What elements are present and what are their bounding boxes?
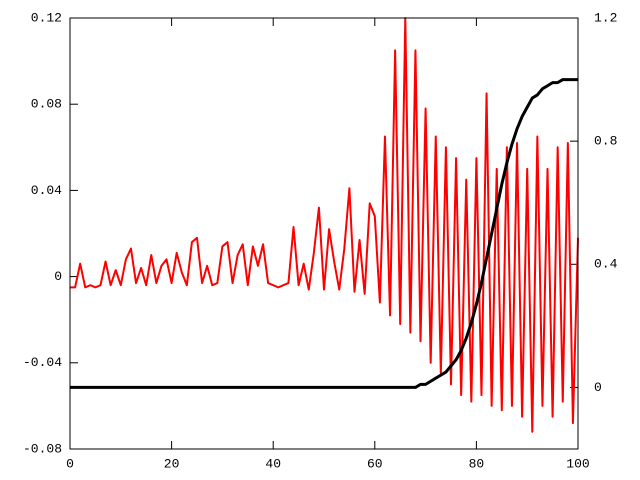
x-tick-label: 0 (66, 456, 74, 471)
x-tick-label: 80 (469, 456, 485, 471)
data-line (70, 17, 579, 433)
y-tick-label: 0.12 (31, 10, 62, 25)
y2-tick-label: 0.4 (594, 257, 618, 272)
x-tick-label: 20 (164, 456, 180, 471)
y-tick-label: 0.04 (31, 183, 62, 198)
y2-tick-label: 0.8 (594, 134, 617, 149)
x-tick-label: 60 (367, 456, 383, 471)
y2-tick-label: 0 (594, 380, 602, 395)
x-tick-label: 40 (265, 456, 281, 471)
y-tick-label: -0.04 (23, 355, 62, 370)
y2-tick-label: 1.2 (594, 10, 617, 25)
x-tick-label: 100 (566, 456, 589, 471)
plot-frame (69, 17, 579, 450)
data-line (70, 78, 578, 389)
y-tick-label: 0 (54, 269, 62, 284)
y-tick-label: 0.08 (31, 97, 62, 112)
y-tick-label: -0.08 (23, 441, 62, 456)
